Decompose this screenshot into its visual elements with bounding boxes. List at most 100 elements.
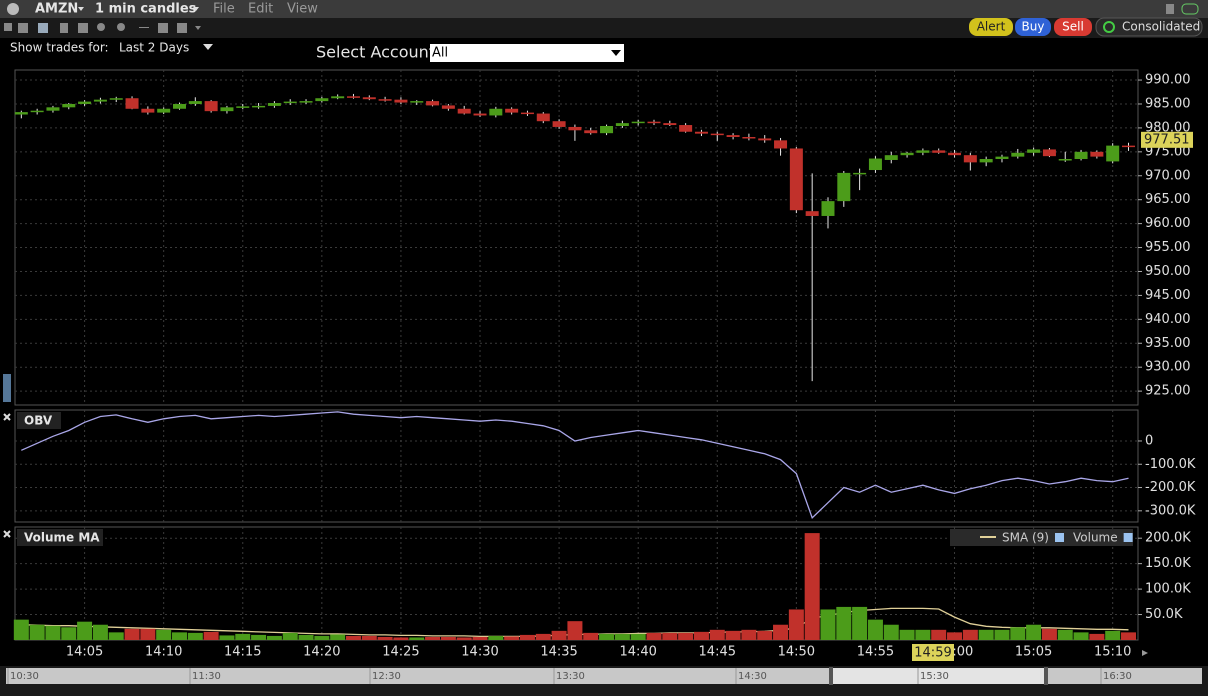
tool[interactable] xyxy=(18,23,28,33)
symbol-dropdown[interactable] xyxy=(78,7,84,11)
tool-icon[interactable] xyxy=(1166,4,1174,14)
timeline-label: 11:30 xyxy=(192,671,221,682)
volume-bar xyxy=(1041,628,1057,640)
candle-body xyxy=(220,107,234,112)
volume-bar xyxy=(1010,627,1026,640)
legend-checkbox[interactable] xyxy=(1123,533,1133,542)
alert-label[interactable]: Alert xyxy=(977,20,1006,34)
timeline-window[interactable] xyxy=(830,668,1046,684)
volume-bar xyxy=(994,629,1010,640)
timeline-handle[interactable] xyxy=(1044,667,1048,685)
refresh-icon[interactable] xyxy=(1103,21,1115,33)
menu-file[interactable]: File xyxy=(213,2,235,17)
y-tick-label: 925.00 xyxy=(1145,384,1191,399)
tool[interactable] xyxy=(38,23,48,33)
interval-dropdown[interactable] xyxy=(193,7,199,11)
alert-button[interactable] xyxy=(969,18,1013,36)
volume-bar xyxy=(1121,632,1137,640)
y-tick-label: 950.00 xyxy=(1145,264,1191,279)
consolidated-button[interactable] xyxy=(1095,17,1203,37)
candle-body xyxy=(1042,149,1056,157)
volume-bar xyxy=(235,633,251,640)
timeline-label: 15:30 xyxy=(920,671,949,682)
volume-bar xyxy=(330,634,346,640)
sell-button[interactable] xyxy=(1054,18,1092,36)
y-tick-label: 0 xyxy=(1145,433,1153,448)
y-tick-label: 970.00 xyxy=(1145,168,1191,183)
chart-tools[interactable] xyxy=(4,23,201,33)
candle-body xyxy=(267,103,281,106)
y-tick-label: 200.0K xyxy=(1145,531,1191,546)
candle-body xyxy=(1090,151,1104,157)
volume-bar xyxy=(915,629,931,640)
x-tick-label: 14:45 xyxy=(699,645,736,660)
volume-bar xyxy=(693,631,709,640)
symbol[interactable]: AMZN xyxy=(35,2,78,17)
timeline-label: 13:30 xyxy=(556,671,585,682)
account-select[interactable] xyxy=(430,44,624,62)
candle-body xyxy=(568,126,582,131)
tool[interactable] xyxy=(60,23,68,33)
close-icon xyxy=(3,530,11,538)
candle-body xyxy=(1122,145,1136,148)
consolidated-label[interactable]: Consolidated xyxy=(1122,20,1200,34)
account-dropdown[interactable] xyxy=(611,50,621,56)
tool[interactable] xyxy=(177,23,187,33)
timeline-label: 14:30 xyxy=(738,671,767,682)
tool[interactable] xyxy=(97,23,105,31)
window-icon[interactable] xyxy=(7,3,19,15)
volume-bar xyxy=(345,635,361,640)
candle-body xyxy=(457,108,471,114)
volume-bar xyxy=(456,637,472,640)
candle-body xyxy=(805,211,819,216)
tool[interactable] xyxy=(4,23,12,31)
tool[interactable] xyxy=(158,23,168,33)
volume-bar xyxy=(709,629,725,640)
candle-body xyxy=(78,101,92,104)
volume-bar xyxy=(219,635,235,640)
series-line xyxy=(21,411,1129,519)
tool[interactable] xyxy=(195,26,201,30)
sell-label[interactable]: Sell xyxy=(1062,20,1084,34)
account-value[interactable]: All xyxy=(432,46,448,61)
legend-checkbox[interactable] xyxy=(1055,533,1064,542)
candle-body xyxy=(868,158,882,171)
volume-bar xyxy=(899,629,915,640)
volume-bar xyxy=(867,619,883,640)
show-trades-value[interactable]: Last 2 Days xyxy=(119,41,189,55)
timeline-handle[interactable] xyxy=(829,667,833,685)
volume-bar xyxy=(773,624,789,640)
candle-body xyxy=(283,101,297,104)
candle-body xyxy=(315,98,329,102)
candle-body xyxy=(742,137,756,139)
tool[interactable] xyxy=(139,27,149,28)
candle-body xyxy=(204,101,218,112)
volume-bar xyxy=(962,629,978,640)
candle-body xyxy=(932,150,946,153)
buy-label[interactable]: Buy xyxy=(1022,20,1045,34)
volume-bar xyxy=(361,635,377,640)
volume-bar xyxy=(171,632,187,640)
interval[interactable]: 1 min candles xyxy=(95,2,197,17)
tool[interactable] xyxy=(78,23,88,33)
x-tick-label: 15:05 xyxy=(1015,645,1052,660)
panel-title: OBV xyxy=(24,414,53,428)
x-tick-label: 14:25 xyxy=(382,645,419,660)
show-trades-dropdown[interactable] xyxy=(203,44,213,50)
candle-body xyxy=(299,101,313,103)
menu-edit[interactable]: Edit xyxy=(248,2,273,17)
volume-bar xyxy=(947,632,963,640)
link-icon[interactable] xyxy=(1181,3,1199,15)
candle-body xyxy=(441,105,455,109)
account-label: Select Account xyxy=(316,43,435,62)
buy-button[interactable] xyxy=(1015,18,1051,36)
menu-view[interactable]: View xyxy=(287,2,318,17)
y-tick-label: 150.0K xyxy=(1145,556,1191,571)
panel-title-box xyxy=(17,412,61,429)
candle-body xyxy=(600,125,614,134)
tool[interactable] xyxy=(117,23,125,31)
side-icons[interactable] xyxy=(3,374,11,402)
y-tick-label: 965.00 xyxy=(1145,192,1191,207)
volume-bar xyxy=(140,628,156,640)
